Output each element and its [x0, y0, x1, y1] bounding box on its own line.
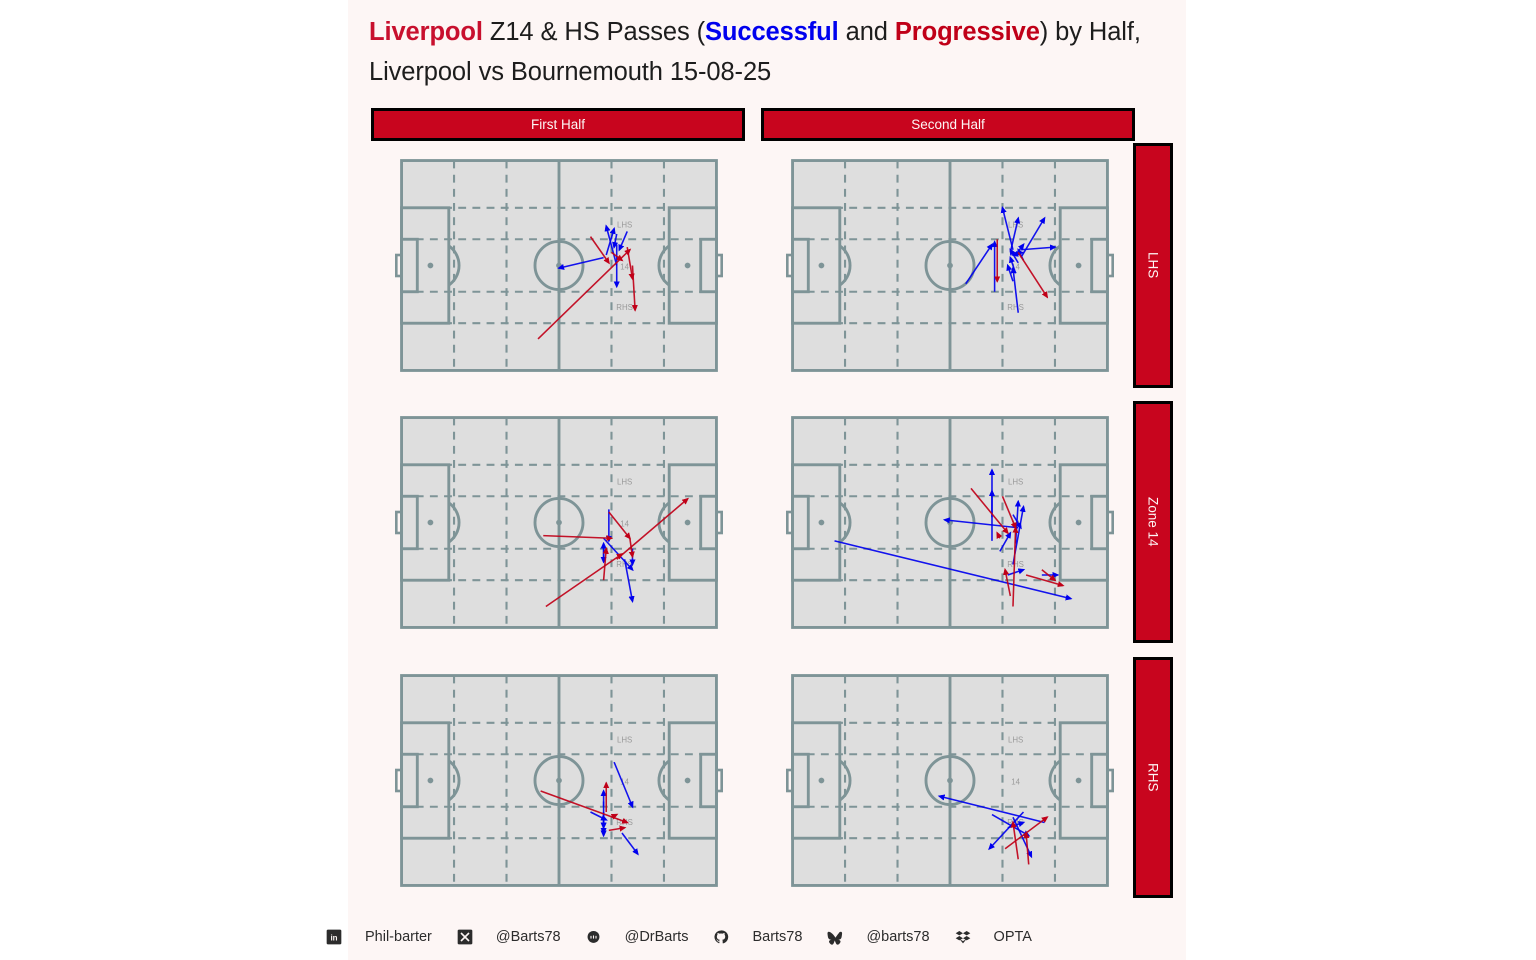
opta-icon[interactable]: [954, 928, 972, 946]
pitch-lhs-first-half: LHS 14 RHS: [395, 157, 723, 374]
svg-text:RHS: RHS: [1007, 303, 1024, 312]
title-part-3: ) by Half,: [1039, 18, 1141, 46]
svg-text:in: in: [330, 933, 337, 942]
footer-label: Phil-barter: [365, 929, 432, 945]
svg-text:LHS: LHS: [1008, 735, 1023, 744]
footer-label: @Barts78: [495, 929, 561, 945]
title-progressive: Progressive: [894, 18, 1040, 46]
title-part-1: Z14 & HS Passes (: [482, 18, 705, 46]
svg-text:RHS: RHS: [1007, 560, 1024, 569]
svg-text:RHS: RHS: [616, 560, 633, 569]
linkedin-icon[interactable]: in: [325, 928, 343, 946]
footer-item: OPTA: [954, 928, 1056, 946]
facet-header-first-half: First Half: [371, 108, 745, 141]
pitch-zone14-first-half: LHS 14 RHS: [395, 414, 723, 631]
title-successful: Successful: [705, 18, 839, 46]
svg-text:LHS: LHS: [617, 477, 632, 486]
facet-header-label: First Half: [531, 117, 585, 132]
svg-text:14: 14: [620, 777, 629, 786]
facet-header-lhs: LHS: [1133, 143, 1173, 388]
footer-label: OPTA: [993, 929, 1032, 945]
title-part-2: and: [838, 18, 895, 46]
svg-text:14: 14: [1011, 777, 1020, 786]
facet-header-second-half: Second Half: [761, 108, 1135, 141]
svg-text:14: 14: [620, 519, 629, 528]
svg-text:LHS: LHS: [1008, 220, 1023, 229]
svg-text:14: 14: [620, 262, 629, 271]
pitch-rhs-first-half: LHS 14 RHS: [395, 672, 723, 889]
facet-header-rhs: RHS: [1133, 657, 1173, 898]
pitch-lhs-second-half: LHS 14 RHS: [786, 157, 1114, 374]
footer-item: @DrBarts: [585, 928, 713, 946]
svg-text:RHS: RHS: [616, 303, 633, 312]
svg-text:LHS: LHS: [1008, 477, 1023, 486]
footer-credits: in Phil-barter @Barts78 @DrBarts Barts78 @bar…: [325, 920, 1145, 954]
footer-item: Barts78: [712, 928, 826, 946]
title-line-2: Liverpool vs Bournemouth 15-08-25: [369, 58, 772, 86]
svg-text:LHS: LHS: [617, 735, 632, 744]
footer-label: @DrBarts: [624, 929, 689, 945]
pitch-zone14-second-half: LHS 14 RHS: [786, 414, 1114, 631]
footer-label: Barts78: [752, 929, 803, 945]
footer-label: @barts78: [866, 929, 930, 945]
facet-header-label: LHS: [1145, 252, 1161, 279]
footer-item: in Phil-barter: [325, 928, 456, 946]
facet-header-label: Second Half: [911, 117, 985, 132]
github-icon[interactable]: [712, 928, 730, 946]
page-title: Liverpool Z14 & HS Passes (Successful an…: [369, 12, 1429, 92]
facet-header-zone14: Zone 14: [1133, 401, 1173, 643]
facet-header-label: Zone 14: [1145, 497, 1161, 547]
x-twitter-icon[interactable]: [456, 928, 474, 946]
footer-item: @barts78: [826, 928, 953, 946]
svg-text:LHS: LHS: [617, 220, 632, 229]
footer-item: @Barts78: [456, 928, 585, 946]
title-team: Liverpool: [369, 18, 483, 46]
facet-header-label: RHS: [1145, 763, 1161, 792]
mastodon-icon[interactable]: [585, 928, 603, 946]
bluesky-icon[interactable]: [826, 928, 844, 946]
